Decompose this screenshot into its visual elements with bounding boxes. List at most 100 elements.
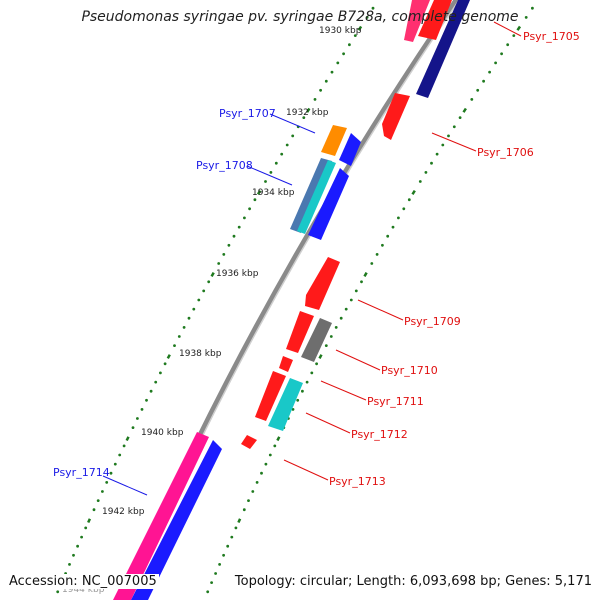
ring-dot [305,380,309,384]
gene-label-psyr-1707[interactable]: Psyr_1707 [219,107,276,120]
ring-dot [344,307,348,311]
gene-psyr-1714[interactable] [113,432,209,600]
ring-dot [524,16,528,19]
ring-dot [101,490,104,493]
ring-dot [370,262,374,265]
ring-dot [222,253,226,256]
ring-dot [397,216,400,220]
scale-label-1940: 1940 kbp [141,428,184,438]
ring-dot [253,198,257,202]
ring-dot [109,471,113,475]
ring-dot [291,134,295,138]
scale-label-1938: 1938 kbp [179,349,222,359]
ring-tick [210,271,215,278]
gene-psyr-1709[interactable] [305,257,340,310]
gene-label-psyr-1712[interactable]: Psyr_1712 [351,428,408,441]
gene-label-psyr-1706[interactable]: Psyr_1706 [477,146,534,159]
gene-label-psyr-1708[interactable]: Psyr_1708 [196,159,253,172]
ring-dot [310,371,314,375]
ring-dot [386,234,390,238]
ring-dot [339,316,343,320]
ring-dot [222,553,226,557]
gene-psyr-1705[interactable] [418,0,452,40]
ring-dot [381,243,384,247]
ring-dot [488,70,491,74]
gene-psyr-1706[interactable] [382,93,410,140]
ring-dot [302,116,306,119]
ring-tick [306,107,311,113]
gene-blue-b[interactable] [308,168,349,240]
ring-dot [365,16,369,19]
ring-dot [482,79,485,83]
gene-psyr-1710[interactable] [301,318,332,362]
ring-dot [92,508,96,512]
ring-dot [72,553,75,557]
ring-dot [435,152,439,156]
ring-dot [334,326,338,329]
ring-dot [68,563,71,566]
ring-dot [375,253,379,256]
ring-dot [206,590,210,594]
ring-dot [136,417,139,420]
ring-dot [187,316,191,320]
ring-dot [242,508,246,512]
gene-red-c[interactable] [255,371,286,421]
ring-tick [87,518,92,524]
ring-dot [349,298,353,302]
ring-dot [217,262,221,265]
ring-dot [76,544,79,548]
ring-dot [301,389,304,393]
genome-backbone-shadow [126,0,461,600]
ring-dot [407,198,411,202]
ring-dot [447,134,450,138]
gene-label-psyr-1713[interactable]: Psyr_1713 [329,475,386,488]
ring-dot [84,526,88,530]
ring-dot [149,389,153,393]
scale-label-1936: 1936 kbp [216,269,259,279]
ring-dot [227,243,231,247]
scale-label-1942: 1942 kbp [102,507,145,517]
ring-dot [232,234,236,238]
ring-dot [264,180,267,183]
gene-psyr-1712[interactable] [268,378,303,431]
ring-dot [296,398,300,402]
ring-tick [166,354,171,359]
gene-label-psyr-1714[interactable]: Psyr_1714 [53,466,110,479]
ring-dot [329,335,333,338]
ring-dot [96,499,100,502]
ring-dot [348,43,351,47]
ring-dot [207,280,211,284]
ring-dot [230,535,234,539]
ring-dot [118,453,122,457]
gene-red-b[interactable] [286,311,314,353]
gene-navy[interactable] [416,0,470,98]
ring-dot [330,70,334,74]
ring-dot [319,88,322,92]
ring-dot [336,61,340,65]
ring-tick [516,25,522,31]
gene-psyr-1705-pink[interactable] [404,0,430,42]
ring-dot [353,34,357,37]
ring-dot [342,52,345,56]
ring-dot [424,171,428,174]
ring-dot [500,52,503,56]
scale-label-1932: 1932 kbp [286,108,329,118]
gene-psyr-1708-cyan[interactable] [297,160,336,234]
ring-dot [218,563,222,566]
ring-dot [324,344,328,347]
ring-dot [192,307,196,311]
gene-label-psyr-1711[interactable]: Psyr_1711 [367,395,424,408]
gene-blue-a[interactable] [339,133,361,166]
gene-psyr-1711[interactable] [279,356,293,372]
ring-dot [494,61,497,65]
ring-tick [125,436,130,442]
gene-label-psyr-1709[interactable]: Psyr_1709 [404,315,461,328]
gene-label-psyr-1710[interactable]: Psyr_1710 [381,364,438,377]
ring-dot [391,225,395,229]
gene-psyr-1713[interactable] [241,435,257,449]
gene-psyr-1707[interactable] [321,125,347,156]
ring-dot [273,444,277,448]
gene-label-psyr-1705[interactable]: Psyr_1705 [523,30,580,43]
gene-blue-c[interactable] [131,440,222,600]
